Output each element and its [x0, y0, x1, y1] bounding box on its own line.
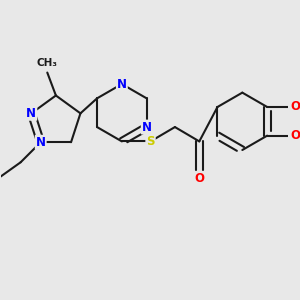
Text: O: O	[291, 129, 300, 142]
Text: N: N	[117, 77, 127, 91]
Text: CH₃: CH₃	[37, 58, 58, 68]
Text: O: O	[194, 172, 204, 185]
Text: O: O	[291, 100, 300, 113]
Text: S: S	[146, 135, 155, 148]
Text: N: N	[142, 121, 152, 134]
Text: N: N	[36, 136, 46, 149]
Text: N: N	[26, 107, 36, 120]
